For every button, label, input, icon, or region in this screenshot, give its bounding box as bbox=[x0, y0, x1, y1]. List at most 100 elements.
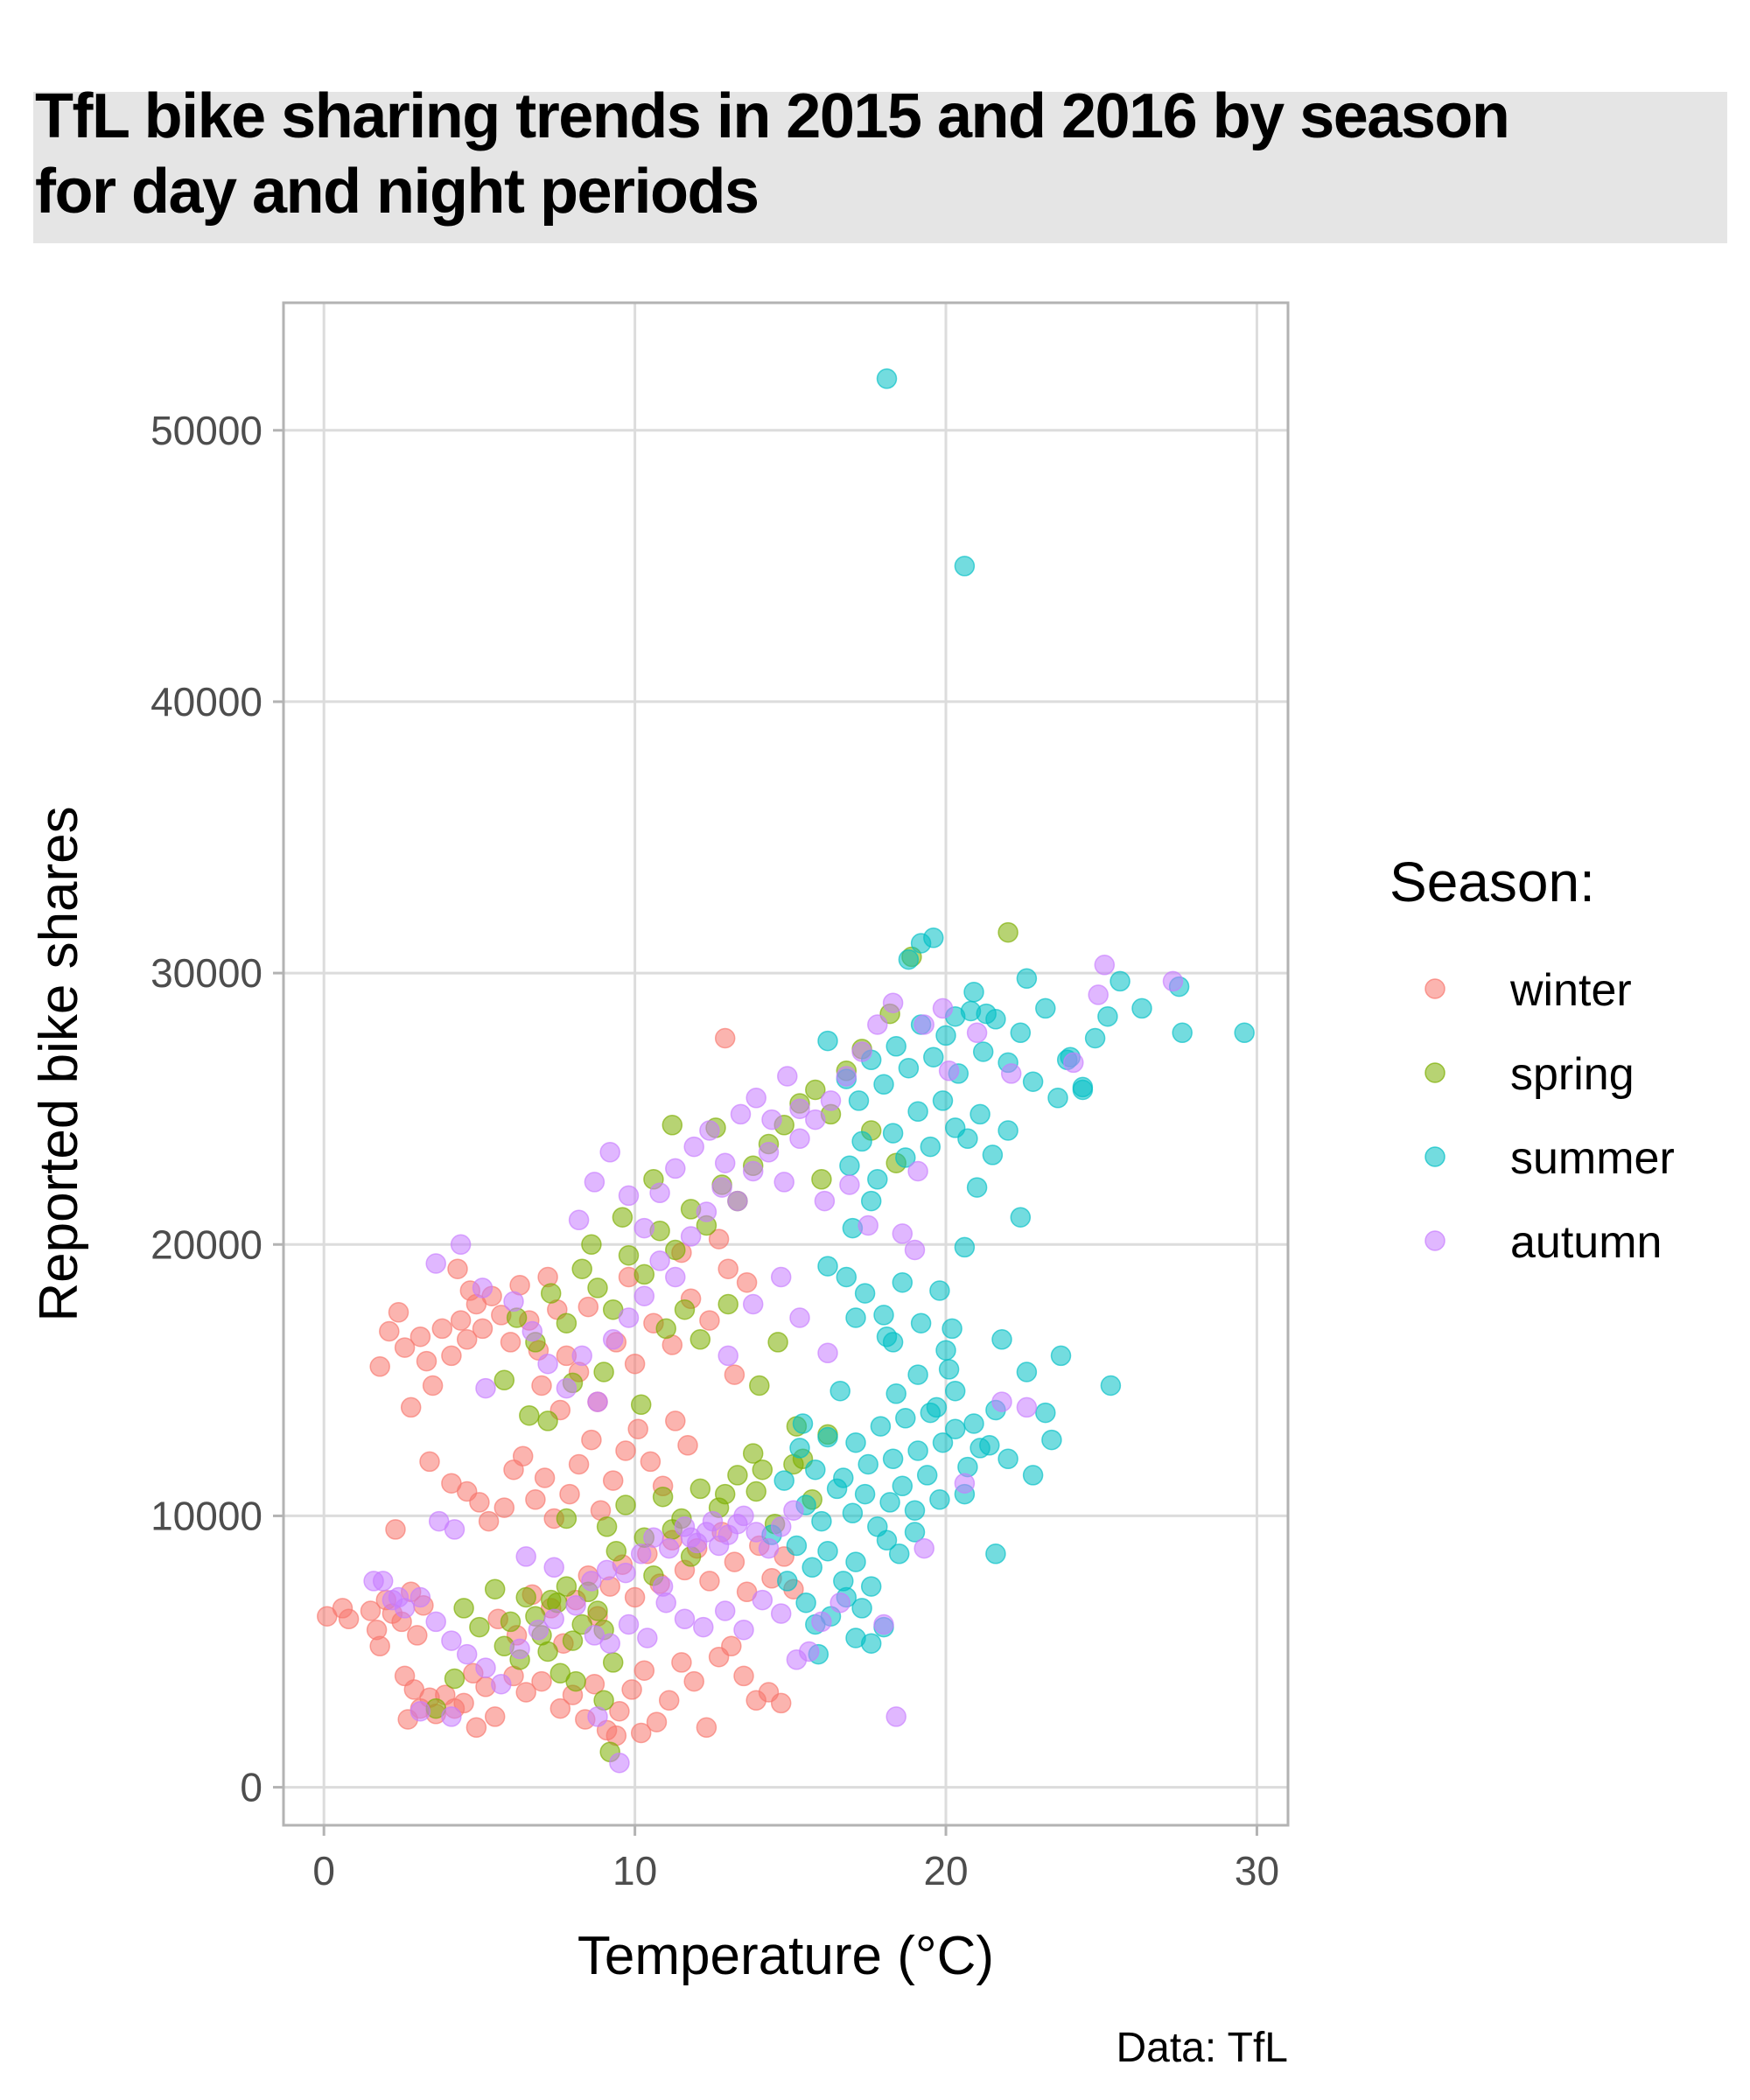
data-point bbox=[662, 1115, 683, 1136]
caption: Data: TfL bbox=[1116, 2025, 1288, 2071]
data-point bbox=[400, 1396, 422, 1418]
data-point bbox=[537, 1641, 558, 1662]
data-point bbox=[475, 1657, 496, 1678]
data-point bbox=[979, 1435, 1000, 1456]
panel-border bbox=[282, 301, 1290, 1827]
data-point bbox=[637, 1628, 658, 1648]
data-point bbox=[758, 1142, 780, 1163]
data-point bbox=[944, 1418, 966, 1439]
data-point bbox=[410, 1586, 431, 1608]
data-point bbox=[618, 1244, 640, 1266]
data-point bbox=[895, 1408, 916, 1429]
data-point bbox=[789, 1307, 810, 1328]
legend-key-spring bbox=[1424, 1062, 1446, 1083]
data-point bbox=[649, 1182, 670, 1204]
series-spring bbox=[425, 921, 1018, 1763]
data-point bbox=[858, 1214, 878, 1236]
data-point bbox=[802, 1557, 822, 1578]
data-point bbox=[634, 1285, 655, 1306]
data-point bbox=[1010, 1207, 1032, 1228]
data-point bbox=[696, 1522, 718, 1543]
data-point bbox=[910, 1312, 932, 1334]
data-point bbox=[1041, 1429, 1062, 1451]
data-point bbox=[907, 1160, 928, 1182]
legend-item-spring: spring bbox=[1424, 1049, 1634, 1100]
data-point bbox=[898, 1057, 920, 1079]
data-point bbox=[929, 1489, 950, 1510]
data-point bbox=[873, 1614, 894, 1635]
data-point bbox=[830, 1380, 850, 1402]
data-point bbox=[609, 1752, 630, 1774]
data-point bbox=[624, 1586, 646, 1608]
data-point bbox=[1063, 1052, 1084, 1074]
x-tick-label: 10 bbox=[612, 1848, 657, 1894]
data-point bbox=[882, 992, 904, 1013]
data-point bbox=[860, 1576, 882, 1597]
data-point bbox=[932, 1090, 954, 1111]
data-point bbox=[515, 1682, 536, 1703]
data-point bbox=[556, 1576, 578, 1597]
data-point bbox=[615, 1440, 636, 1461]
data-point bbox=[630, 1722, 652, 1744]
data-point bbox=[1162, 970, 1184, 992]
data-point bbox=[615, 1562, 636, 1584]
data-point bbox=[932, 998, 954, 1019]
data-point bbox=[814, 1190, 836, 1212]
data-point bbox=[658, 1537, 680, 1559]
data-point bbox=[1097, 1005, 1118, 1027]
data-point bbox=[453, 1598, 474, 1619]
data-point bbox=[882, 1448, 904, 1470]
data-point bbox=[525, 1489, 546, 1510]
data-point bbox=[854, 1283, 876, 1304]
legend-key-autumn bbox=[1424, 1230, 1446, 1251]
data-point bbox=[699, 1120, 720, 1141]
data-point bbox=[683, 1670, 704, 1692]
data-point bbox=[1035, 998, 1056, 1019]
data-point bbox=[587, 1391, 608, 1412]
x-axis-title: Temperature (°C) bbox=[578, 1926, 994, 1986]
data-point bbox=[640, 1451, 662, 1473]
data-point bbox=[475, 1377, 496, 1399]
data-point bbox=[609, 1700, 630, 1722]
data-point bbox=[820, 1090, 842, 1111]
data-point bbox=[985, 1544, 1006, 1564]
data-point bbox=[1072, 1079, 1094, 1101]
data-point bbox=[674, 1298, 696, 1320]
data-point bbox=[963, 1413, 984, 1434]
data-point bbox=[836, 1066, 858, 1087]
data-point bbox=[867, 1014, 888, 1035]
data-point bbox=[587, 1278, 608, 1298]
data-point bbox=[805, 1109, 826, 1130]
data-point bbox=[845, 1432, 866, 1453]
data-point bbox=[1022, 1071, 1044, 1092]
data-point bbox=[559, 1483, 580, 1505]
series-autumn bbox=[363, 955, 1184, 1774]
data-point bbox=[385, 1519, 406, 1540]
data-point bbox=[966, 1177, 988, 1198]
data-point bbox=[742, 1443, 764, 1464]
data-point bbox=[665, 1158, 686, 1180]
data-point bbox=[484, 1706, 506, 1727]
data-point bbox=[630, 1394, 652, 1416]
data-point bbox=[599, 1633, 620, 1654]
legend-label-autumn: autumn bbox=[1510, 1217, 1662, 1268]
data-point bbox=[1016, 1396, 1038, 1418]
legend-key-winter bbox=[1424, 978, 1446, 999]
data-point bbox=[876, 368, 898, 389]
data-point bbox=[444, 1519, 466, 1540]
data-point bbox=[584, 1172, 606, 1193]
data-point bbox=[789, 1438, 810, 1459]
legend-title: Season: bbox=[1390, 850, 1595, 914]
data-point bbox=[998, 1448, 1018, 1470]
data-point bbox=[892, 1223, 914, 1244]
data-point bbox=[515, 1546, 536, 1567]
data-point bbox=[652, 1576, 674, 1597]
data-point bbox=[338, 1608, 360, 1630]
data-point bbox=[1010, 1022, 1032, 1044]
data-point bbox=[895, 1147, 916, 1168]
data-point bbox=[444, 1668, 466, 1690]
data-point bbox=[708, 1228, 730, 1250]
data-point bbox=[699, 1310, 720, 1331]
data-point bbox=[441, 1345, 462, 1367]
data-point bbox=[886, 1036, 906, 1057]
